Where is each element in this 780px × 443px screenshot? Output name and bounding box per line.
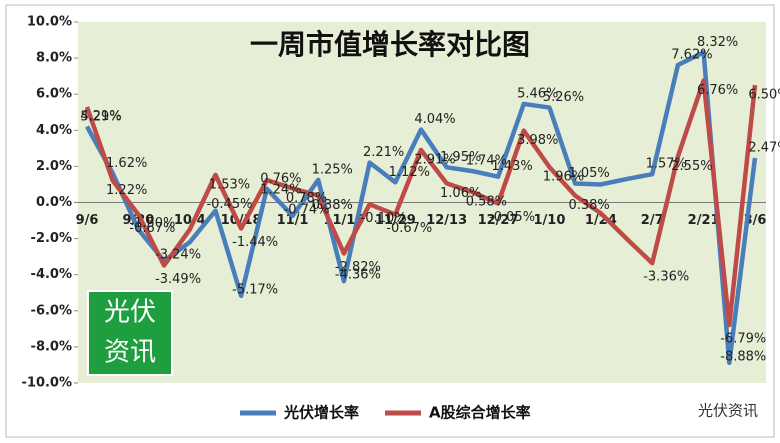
data-label: 1.12%: [389, 165, 430, 180]
data-label: 1.22%: [106, 183, 147, 198]
data-label: 0.76%: [260, 171, 301, 186]
data-label: -1.44%: [232, 235, 278, 250]
x-tick-label: 12/13: [426, 213, 467, 228]
data-label: 1.43%: [491, 159, 532, 174]
data-label: 7.62%: [671, 47, 712, 62]
y-tick-label: -6.0%: [31, 303, 72, 318]
data-label: -1.50%: [129, 216, 175, 231]
y-tick-label: 6.0%: [36, 87, 72, 102]
data-label: 3.98%: [517, 133, 558, 148]
data-label: -8.88%: [720, 349, 766, 364]
data-label: 8.32%: [697, 35, 738, 50]
x-tick-label: 12/27: [478, 213, 519, 228]
data-label: -3.49%: [155, 272, 201, 287]
watermark: 光伏资讯: [698, 402, 758, 420]
y-tick-label: 4.0%: [36, 123, 72, 138]
x-tick-label: 11/1: [277, 213, 309, 228]
data-label: -5.17%: [232, 282, 278, 297]
x-tick-label: 11/29: [375, 213, 416, 228]
data-label: -6.79%: [720, 332, 766, 347]
x-tick-label: 2/21: [688, 213, 720, 228]
data-label: -0.67%: [386, 221, 432, 236]
data-label: 0.58%: [466, 195, 507, 210]
data-label: 0.78%: [286, 191, 327, 206]
data-label: 1.95%: [440, 150, 481, 165]
data-label: 4.21%: [80, 109, 121, 124]
y-tick-label: 2.0%: [36, 159, 72, 174]
chart-title: 一周市值增长率对比图: [250, 28, 530, 61]
data-label: 1.06%: [440, 186, 481, 201]
logo: 光伏 资讯: [87, 290, 173, 376]
data-label: -2.82%: [335, 260, 381, 275]
y-tick-label: -2.0%: [31, 231, 72, 246]
data-label: 2.55%: [671, 159, 712, 174]
logo-text: 光伏: [104, 298, 156, 328]
data-label: -0.10%: [361, 211, 407, 226]
data-label: 1.24%: [260, 183, 301, 198]
data-label: -4.36%: [335, 268, 381, 283]
data-label: -0.67%: [129, 221, 175, 236]
series-line: [84, 78, 758, 328]
series-line: [85, 50, 758, 366]
y-tick-label: 8.0%: [36, 51, 72, 66]
data-label: 1.05%: [568, 166, 609, 181]
x-tick-label: 9/6: [76, 213, 99, 228]
data-label: -0.05%: [489, 210, 535, 225]
data-label: 0.38%: [312, 198, 353, 213]
x-tick-label: 2/7: [641, 213, 664, 228]
data-label: 6.50%: [748, 88, 780, 103]
x-tick-label: 1/10: [534, 213, 566, 228]
y-tick-label: -8.0%: [31, 339, 72, 354]
y-tick-label: 10.0%: [27, 15, 72, 30]
data-label: 1.62%: [106, 156, 147, 171]
data-label: 1.53%: [209, 177, 250, 192]
data-label: 1.25%: [312, 162, 353, 177]
logo-box: [87, 290, 173, 376]
data-label: 6.76%: [697, 83, 738, 98]
data-label: 2.47%: [748, 140, 780, 155]
x-tick-label: 10/18: [221, 213, 262, 228]
data-label: 1.74%: [466, 154, 507, 169]
logo-text: 资讯: [104, 338, 156, 368]
y-tick-label: 0.0%: [36, 195, 72, 210]
data-label: -0.45%: [206, 197, 252, 212]
y-tick-label: -10.0%: [22, 376, 73, 391]
legend-label: 光伏增长率: [283, 404, 359, 422]
data-label: 5.29%: [80, 110, 121, 125]
data-label: -0.74%: [284, 202, 330, 217]
data-label: -3.24%: [155, 247, 201, 262]
legend-label: A股综合增长率: [429, 404, 531, 422]
data-label: 5.26%: [543, 90, 584, 105]
data-label: 4.04%: [414, 112, 455, 127]
data-label: 2.21%: [363, 145, 404, 160]
data-label: -3.36%: [643, 270, 689, 285]
data-label: 1.96%: [543, 170, 584, 185]
data-label: 5.46%: [517, 86, 558, 101]
data-label: 2.91%: [414, 152, 455, 167]
data-label: 0.38%: [568, 198, 609, 213]
data-label: 1.57%: [646, 157, 687, 172]
y-tick-label: -4.0%: [31, 267, 72, 282]
